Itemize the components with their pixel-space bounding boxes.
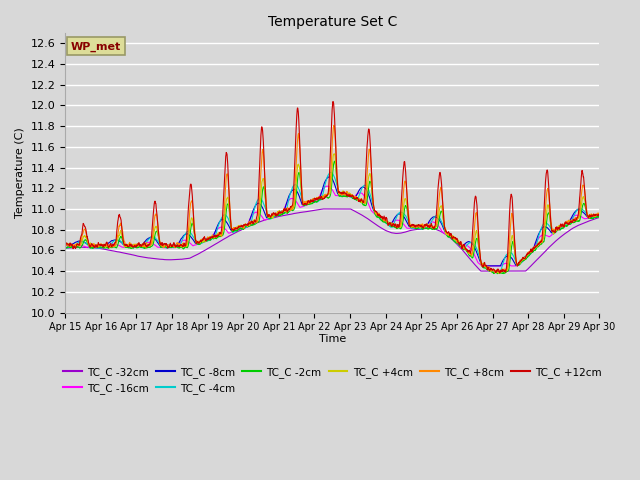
- TC_C +8cm: [564, 219, 572, 225]
- TC_C -4cm: [327, 169, 335, 175]
- TC_C -8cm: [596, 212, 604, 217]
- TC_C -2cm: [61, 245, 69, 251]
- TC_C +12cm: [211, 234, 218, 240]
- TC_C -4cm: [348, 195, 356, 201]
- TC_C +12cm: [329, 99, 337, 105]
- TC_C +4cm: [596, 212, 604, 218]
- TC_C -8cm: [211, 231, 218, 237]
- X-axis label: Time: Time: [319, 334, 346, 344]
- TC_C -2cm: [596, 214, 604, 219]
- TC_C -4cm: [596, 214, 604, 220]
- Line: TC_C -2cm: TC_C -2cm: [65, 161, 600, 274]
- TC_C +8cm: [61, 242, 69, 248]
- TC_C -8cm: [549, 229, 557, 235]
- TC_C -16cm: [478, 263, 486, 269]
- TC_C +12cm: [348, 193, 356, 199]
- TC_C +4cm: [348, 192, 356, 198]
- TC_C -32cm: [348, 207, 356, 213]
- TC_C -32cm: [61, 245, 69, 251]
- TC_C +12cm: [564, 221, 572, 227]
- TC_C -32cm: [211, 242, 218, 248]
- TC_C +4cm: [211, 235, 218, 240]
- TC_C -16cm: [323, 183, 330, 189]
- TC_C +12cm: [549, 228, 557, 233]
- Legend: TC_C -32cm, TC_C -16cm, TC_C -8cm, TC_C -4cm, TC_C -2cm, TC_C +4cm, TC_C +8cm, T: TC_C -32cm, TC_C -16cm, TC_C -8cm, TC_C …: [59, 362, 606, 398]
- TC_C -16cm: [564, 221, 572, 227]
- TC_C -16cm: [211, 231, 218, 237]
- TC_C -16cm: [596, 214, 604, 219]
- TC_C -8cm: [564, 220, 572, 226]
- TC_C +8cm: [211, 235, 218, 240]
- TC_C +8cm: [348, 192, 356, 198]
- TC_C -32cm: [488, 268, 495, 274]
- TC_C +12cm: [488, 267, 495, 273]
- TC_C -32cm: [360, 213, 367, 219]
- TC_C -8cm: [348, 192, 356, 198]
- TC_C -2cm: [493, 271, 501, 276]
- TC_C -2cm: [488, 269, 495, 275]
- TC_C +4cm: [549, 228, 557, 234]
- TC_C +8cm: [330, 122, 338, 128]
- TC_C -8cm: [481, 263, 488, 269]
- TC_C -4cm: [360, 183, 367, 189]
- TC_C -32cm: [549, 241, 557, 247]
- TC_C -32cm: [477, 268, 484, 274]
- TC_C -8cm: [326, 174, 333, 180]
- TC_C -4cm: [549, 230, 557, 236]
- TC_C +4cm: [61, 241, 69, 247]
- TC_C -4cm: [487, 268, 495, 274]
- TC_C +12cm: [596, 212, 604, 218]
- TC_C -32cm: [319, 206, 327, 212]
- TC_C +12cm: [360, 200, 367, 206]
- TC_C -2cm: [331, 158, 339, 164]
- TC_C -32cm: [564, 229, 572, 235]
- TC_C +8cm: [360, 198, 367, 204]
- TC_C -16cm: [61, 244, 69, 250]
- TC_C -16cm: [360, 192, 367, 198]
- Y-axis label: Temperature (C): Temperature (C): [15, 127, 25, 218]
- TC_C -16cm: [549, 231, 557, 237]
- Title: Temperature Set C: Temperature Set C: [268, 15, 397, 29]
- TC_C +4cm: [495, 270, 503, 276]
- TC_C +12cm: [61, 242, 69, 248]
- TC_C +4cm: [360, 199, 367, 204]
- TC_C -8cm: [488, 263, 495, 269]
- Line: TC_C -16cm: TC_C -16cm: [65, 186, 600, 266]
- TC_C +8cm: [491, 269, 499, 275]
- TC_C -8cm: [61, 242, 69, 248]
- Line: TC_C +4cm: TC_C +4cm: [65, 154, 600, 273]
- TC_C +4cm: [564, 221, 572, 227]
- TC_C +12cm: [496, 270, 504, 276]
- TC_C -4cm: [61, 245, 69, 251]
- TC_C -2cm: [211, 235, 218, 241]
- TC_C -2cm: [348, 194, 356, 200]
- TC_C -16cm: [488, 263, 495, 269]
- Line: TC_C +12cm: TC_C +12cm: [65, 102, 600, 273]
- TC_C -16cm: [348, 194, 356, 200]
- TC_C -2cm: [360, 202, 367, 207]
- Line: TC_C +8cm: TC_C +8cm: [65, 125, 600, 272]
- TC_C +8cm: [549, 228, 557, 234]
- TC_C -8cm: [360, 184, 367, 190]
- TC_C -2cm: [564, 223, 572, 228]
- Line: TC_C -4cm: TC_C -4cm: [65, 172, 600, 271]
- Text: WP_met: WP_met: [70, 41, 121, 51]
- TC_C +8cm: [488, 268, 495, 274]
- TC_C +4cm: [488, 267, 495, 273]
- TC_C -4cm: [211, 235, 218, 241]
- TC_C +4cm: [330, 151, 338, 156]
- TC_C -32cm: [596, 215, 604, 220]
- TC_C +8cm: [596, 211, 604, 217]
- Line: TC_C -8cm: TC_C -8cm: [65, 177, 600, 266]
- TC_C -4cm: [488, 268, 495, 274]
- Line: TC_C -32cm: TC_C -32cm: [65, 209, 600, 271]
- TC_C -4cm: [564, 221, 572, 227]
- TC_C -2cm: [549, 229, 557, 235]
